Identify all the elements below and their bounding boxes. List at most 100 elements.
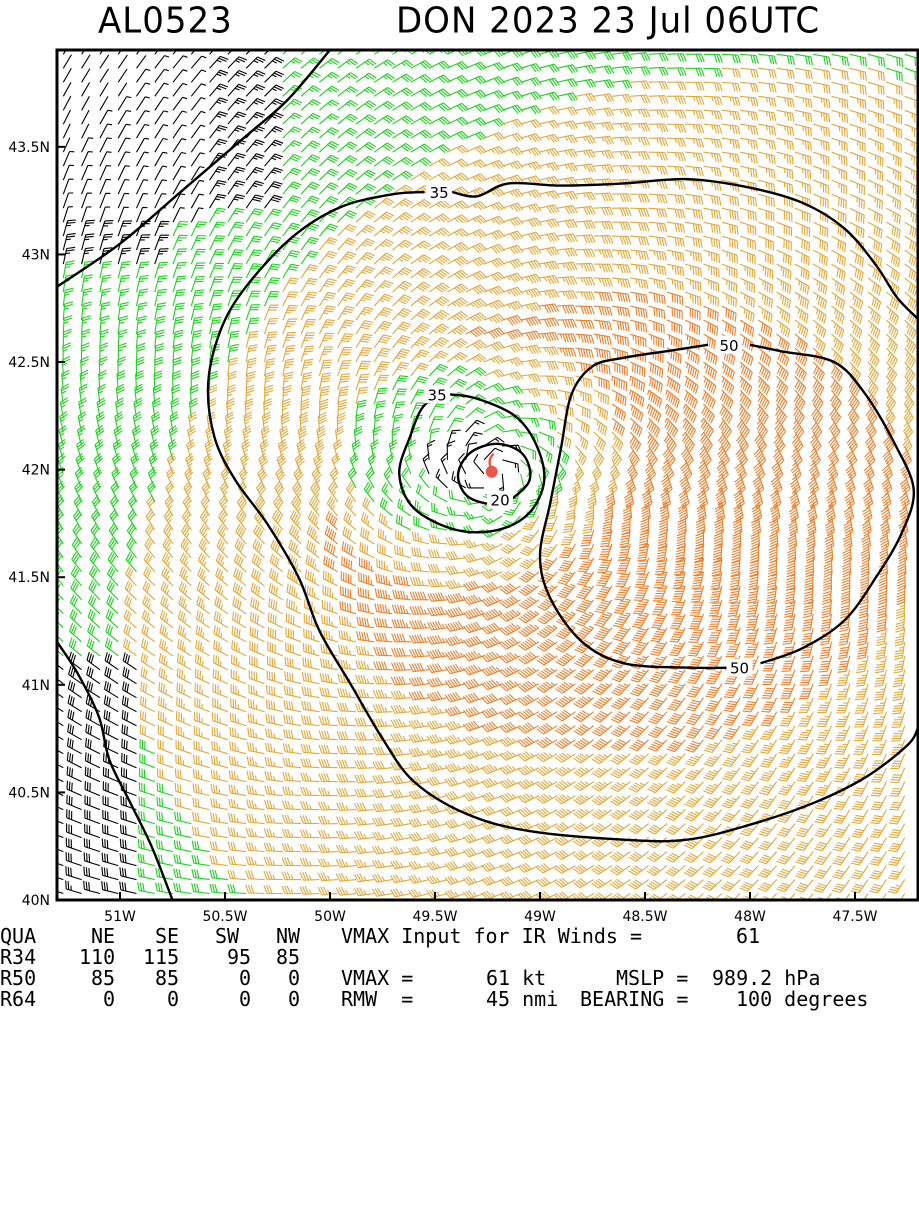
wind-barb <box>502 414 523 423</box>
wind-barb <box>665 879 686 891</box>
wind-barb <box>538 176 560 186</box>
wind-barb <box>355 197 376 209</box>
wind-barb <box>355 86 377 97</box>
wind-barb <box>666 235 685 248</box>
wind-barb <box>447 324 468 335</box>
wind-barb <box>886 81 903 96</box>
wind-barb <box>747 585 759 604</box>
wind-barb <box>390 817 411 827</box>
wind-barb <box>878 585 887 606</box>
wind-barb <box>355 238 376 251</box>
wind-barb <box>180 537 192 559</box>
wind-barb <box>759 767 778 782</box>
wind-barb <box>99 96 109 111</box>
wind-barb <box>209 303 223 321</box>
wind-barb <box>776 207 793 223</box>
wind-barb <box>786 557 796 578</box>
wind-barb <box>81 233 95 251</box>
wind-barb <box>536 667 558 680</box>
wind-barb <box>285 627 302 643</box>
wind-barb <box>739 361 753 381</box>
wind-barb <box>214 581 229 601</box>
wind-barb <box>787 529 798 551</box>
wind-barb <box>355 72 377 83</box>
wind-barb <box>154 356 164 377</box>
wind-barb <box>646 879 668 890</box>
wind-barb <box>80 342 90 363</box>
wind-barb <box>886 53 904 68</box>
wind-barb <box>904 165 918 182</box>
wind-barb <box>483 187 506 197</box>
wind-barb <box>74 466 84 489</box>
wind-barb <box>812 375 825 396</box>
wind-barb <box>299 885 320 895</box>
wind-barb <box>264 785 283 797</box>
wind-barb <box>245 56 266 69</box>
wind-barb <box>696 501 707 523</box>
wind-barb <box>282 112 303 125</box>
wind-barb <box>194 697 210 713</box>
wind-barb <box>575 149 596 159</box>
wind-barb <box>337 210 357 223</box>
wind-barb <box>520 359 542 369</box>
wind-barb <box>223 425 234 447</box>
wind-barb <box>282 153 302 167</box>
wind-barb <box>788 515 799 537</box>
wind-barb <box>520 402 541 412</box>
wind-barb <box>318 385 330 405</box>
wind-barb <box>591 781 613 792</box>
wind-barb <box>628 795 649 807</box>
wind-barb <box>709 585 723 604</box>
wind-barb <box>409 634 430 644</box>
wind-barb <box>465 131 487 141</box>
wind-barb <box>410 87 432 97</box>
wind-barb <box>867 319 881 339</box>
wind-barb <box>647 767 668 780</box>
wind-barb <box>893 655 906 674</box>
wind-barb <box>611 79 633 89</box>
wind-barb <box>428 427 440 446</box>
wind-barb <box>263 357 276 377</box>
wind-barb <box>303 613 320 629</box>
wind-barb <box>734 473 746 495</box>
wind-barb <box>98 356 108 377</box>
wind-barb <box>794 305 809 324</box>
wind-barb <box>192 769 210 783</box>
wind-barb <box>123 609 137 629</box>
wind-barb <box>481 875 503 886</box>
wind-barb <box>813 109 831 123</box>
wind-barb <box>647 809 668 821</box>
wind-barb <box>191 840 210 853</box>
wind-barb <box>136 151 149 167</box>
wind-barb <box>886 193 902 211</box>
wind-barb <box>698 445 712 467</box>
wind-barb <box>803 585 814 605</box>
wind-barb <box>377 543 393 559</box>
wind-barb <box>683 851 704 863</box>
wind-barb <box>300 85 321 97</box>
wind-barb <box>536 681 558 693</box>
wind-barb <box>685 81 705 91</box>
wind-barb <box>704 725 723 740</box>
wind-barb <box>123 623 137 643</box>
y-tick-label: 40N <box>22 893 50 909</box>
wind-barb <box>335 872 357 882</box>
wind-barb <box>139 695 156 713</box>
wind-barb <box>392 307 412 321</box>
wind-barb <box>502 399 524 409</box>
wind-barb <box>444 762 466 773</box>
wind-barb <box>347 467 357 489</box>
wind-barb <box>229 727 247 741</box>
wind-barb <box>776 879 796 893</box>
wind-barb <box>739 879 759 892</box>
wind-barb <box>904 361 916 383</box>
wind-barb <box>390 874 411 884</box>
wind-barb <box>900 445 912 467</box>
wind-barb <box>788 501 799 523</box>
wind-barb <box>876 613 887 633</box>
wind-barb <box>757 879 778 893</box>
wind-barb <box>231 611 247 629</box>
wind-barb <box>794 109 813 123</box>
wind-barb <box>355 660 375 671</box>
wind-barb <box>201 481 211 503</box>
